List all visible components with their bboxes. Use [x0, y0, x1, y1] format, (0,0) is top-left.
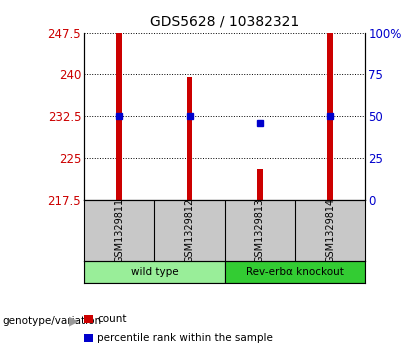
Title: GDS5628 / 10382321: GDS5628 / 10382321 [150, 15, 299, 29]
Text: ▶: ▶ [69, 315, 79, 328]
Text: GSM1329811: GSM1329811 [114, 198, 124, 263]
Text: GSM1329814: GSM1329814 [325, 198, 335, 263]
Text: genotype/variation: genotype/variation [2, 316, 101, 326]
Bar [84, 261, 225, 283]
Text: wild type: wild type [131, 267, 178, 277]
Text: GSM1329813: GSM1329813 [255, 198, 265, 263]
Text: percentile rank within the sample: percentile rank within the sample [97, 333, 273, 343]
Bar [225, 261, 365, 283]
Bar [328, 33, 333, 200]
Text: Rev-erbα knockout: Rev-erbα knockout [246, 267, 344, 277]
Bar [257, 169, 262, 200]
Bar [187, 77, 192, 200]
Text: count: count [97, 314, 127, 325]
Text: GSM1329812: GSM1329812 [184, 198, 194, 263]
Bar [116, 33, 122, 200]
